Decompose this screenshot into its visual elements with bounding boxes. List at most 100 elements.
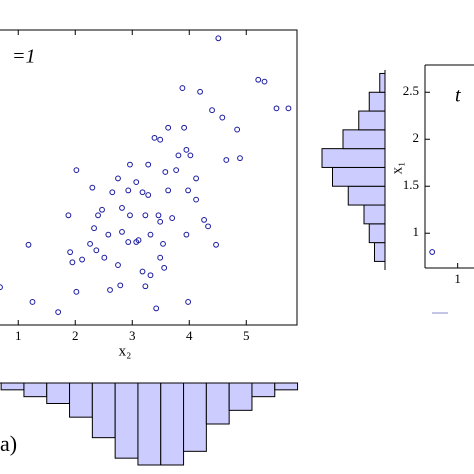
point — [161, 264, 168, 271]
hist-bar — [368, 223, 386, 244]
hist-bar — [379, 72, 386, 93]
hist-bar — [274, 382, 299, 391]
point — [115, 175, 121, 182]
hist-bar — [46, 382, 71, 404]
point — [261, 78, 268, 85]
point — [160, 240, 166, 247]
hist-bar — [347, 185, 386, 206]
point — [125, 239, 132, 245]
hist-bar — [321, 148, 386, 168]
point — [119, 205, 125, 211]
point — [139, 268, 146, 275]
point — [0, 284, 3, 291]
x-axis-label: x₂ — [119, 343, 132, 359]
point — [95, 212, 101, 219]
point — [133, 239, 140, 245]
hist-bar — [114, 382, 139, 459]
point — [127, 161, 133, 168]
hist-bar — [363, 204, 386, 225]
point — [179, 85, 186, 91]
point — [173, 167, 180, 174]
y-tick-label: 2.5 — [403, 83, 419, 98]
point — [73, 288, 80, 295]
x-tick-label: 1 — [454, 271, 461, 286]
y-tick-label: 1.5 — [403, 177, 419, 192]
point — [169, 215, 176, 221]
point — [273, 105, 280, 112]
point — [127, 212, 133, 219]
y-tick-label: 1 — [413, 224, 420, 239]
point — [133, 179, 140, 186]
hist-bar — [332, 166, 386, 187]
point — [219, 114, 226, 121]
point — [165, 124, 172, 131]
point — [101, 254, 108, 261]
point — [255, 76, 262, 83]
point — [29, 299, 36, 305]
point — [117, 282, 124, 289]
point — [183, 231, 190, 238]
y-axis-label: x₁ — [389, 162, 405, 175]
hist-bar — [342, 129, 386, 150]
point — [157, 136, 164, 143]
x-tick-label: 1 — [15, 328, 22, 343]
point — [87, 240, 93, 247]
point — [153, 305, 160, 312]
hist-bar — [374, 242, 386, 262]
point — [142, 212, 149, 219]
point — [237, 155, 243, 162]
x-tick-label: 4 — [186, 328, 193, 343]
point — [157, 218, 164, 225]
point — [223, 157, 230, 163]
point — [185, 187, 192, 194]
point — [234, 126, 241, 133]
point — [185, 299, 192, 305]
point — [197, 88, 203, 95]
point — [175, 152, 182, 159]
point — [65, 212, 72, 219]
point — [89, 184, 96, 191]
point — [285, 105, 292, 112]
hist-bar — [69, 382, 93, 418]
point — [193, 196, 199, 203]
point — [183, 146, 190, 153]
point — [187, 152, 194, 159]
point — [209, 107, 215, 114]
point — [79, 256, 85, 263]
point — [99, 206, 105, 213]
point — [105, 231, 112, 238]
point — [115, 262, 121, 268]
point — [162, 169, 169, 175]
point — [107, 287, 113, 293]
point — [55, 309, 62, 315]
point — [215, 35, 222, 42]
point — [147, 272, 154, 279]
hist-bar — [137, 382, 162, 466]
point — [193, 175, 199, 182]
point — [145, 192, 152, 198]
hist-bar — [183, 382, 207, 452]
point — [119, 228, 125, 235]
point — [109, 189, 116, 196]
point — [157, 254, 164, 261]
point — [73, 167, 80, 174]
point — [155, 212, 162, 219]
annotation: =1 — [12, 46, 36, 68]
point — [125, 187, 132, 194]
hist-bar — [205, 382, 230, 425]
point — [165, 187, 172, 194]
point — [147, 231, 154, 238]
point — [25, 241, 32, 248]
hist-bar — [91, 382, 116, 439]
point — [151, 134, 158, 141]
point — [142, 283, 149, 290]
x-tick-label: 2 — [72, 328, 79, 343]
point — [67, 249, 74, 256]
hist-bar — [0, 382, 25, 391]
x-tick-label: 5 — [243, 328, 250, 343]
hist-bar — [368, 91, 386, 112]
point — [145, 161, 152, 168]
hist-bar — [358, 110, 386, 131]
hist-bar — [228, 382, 253, 411]
